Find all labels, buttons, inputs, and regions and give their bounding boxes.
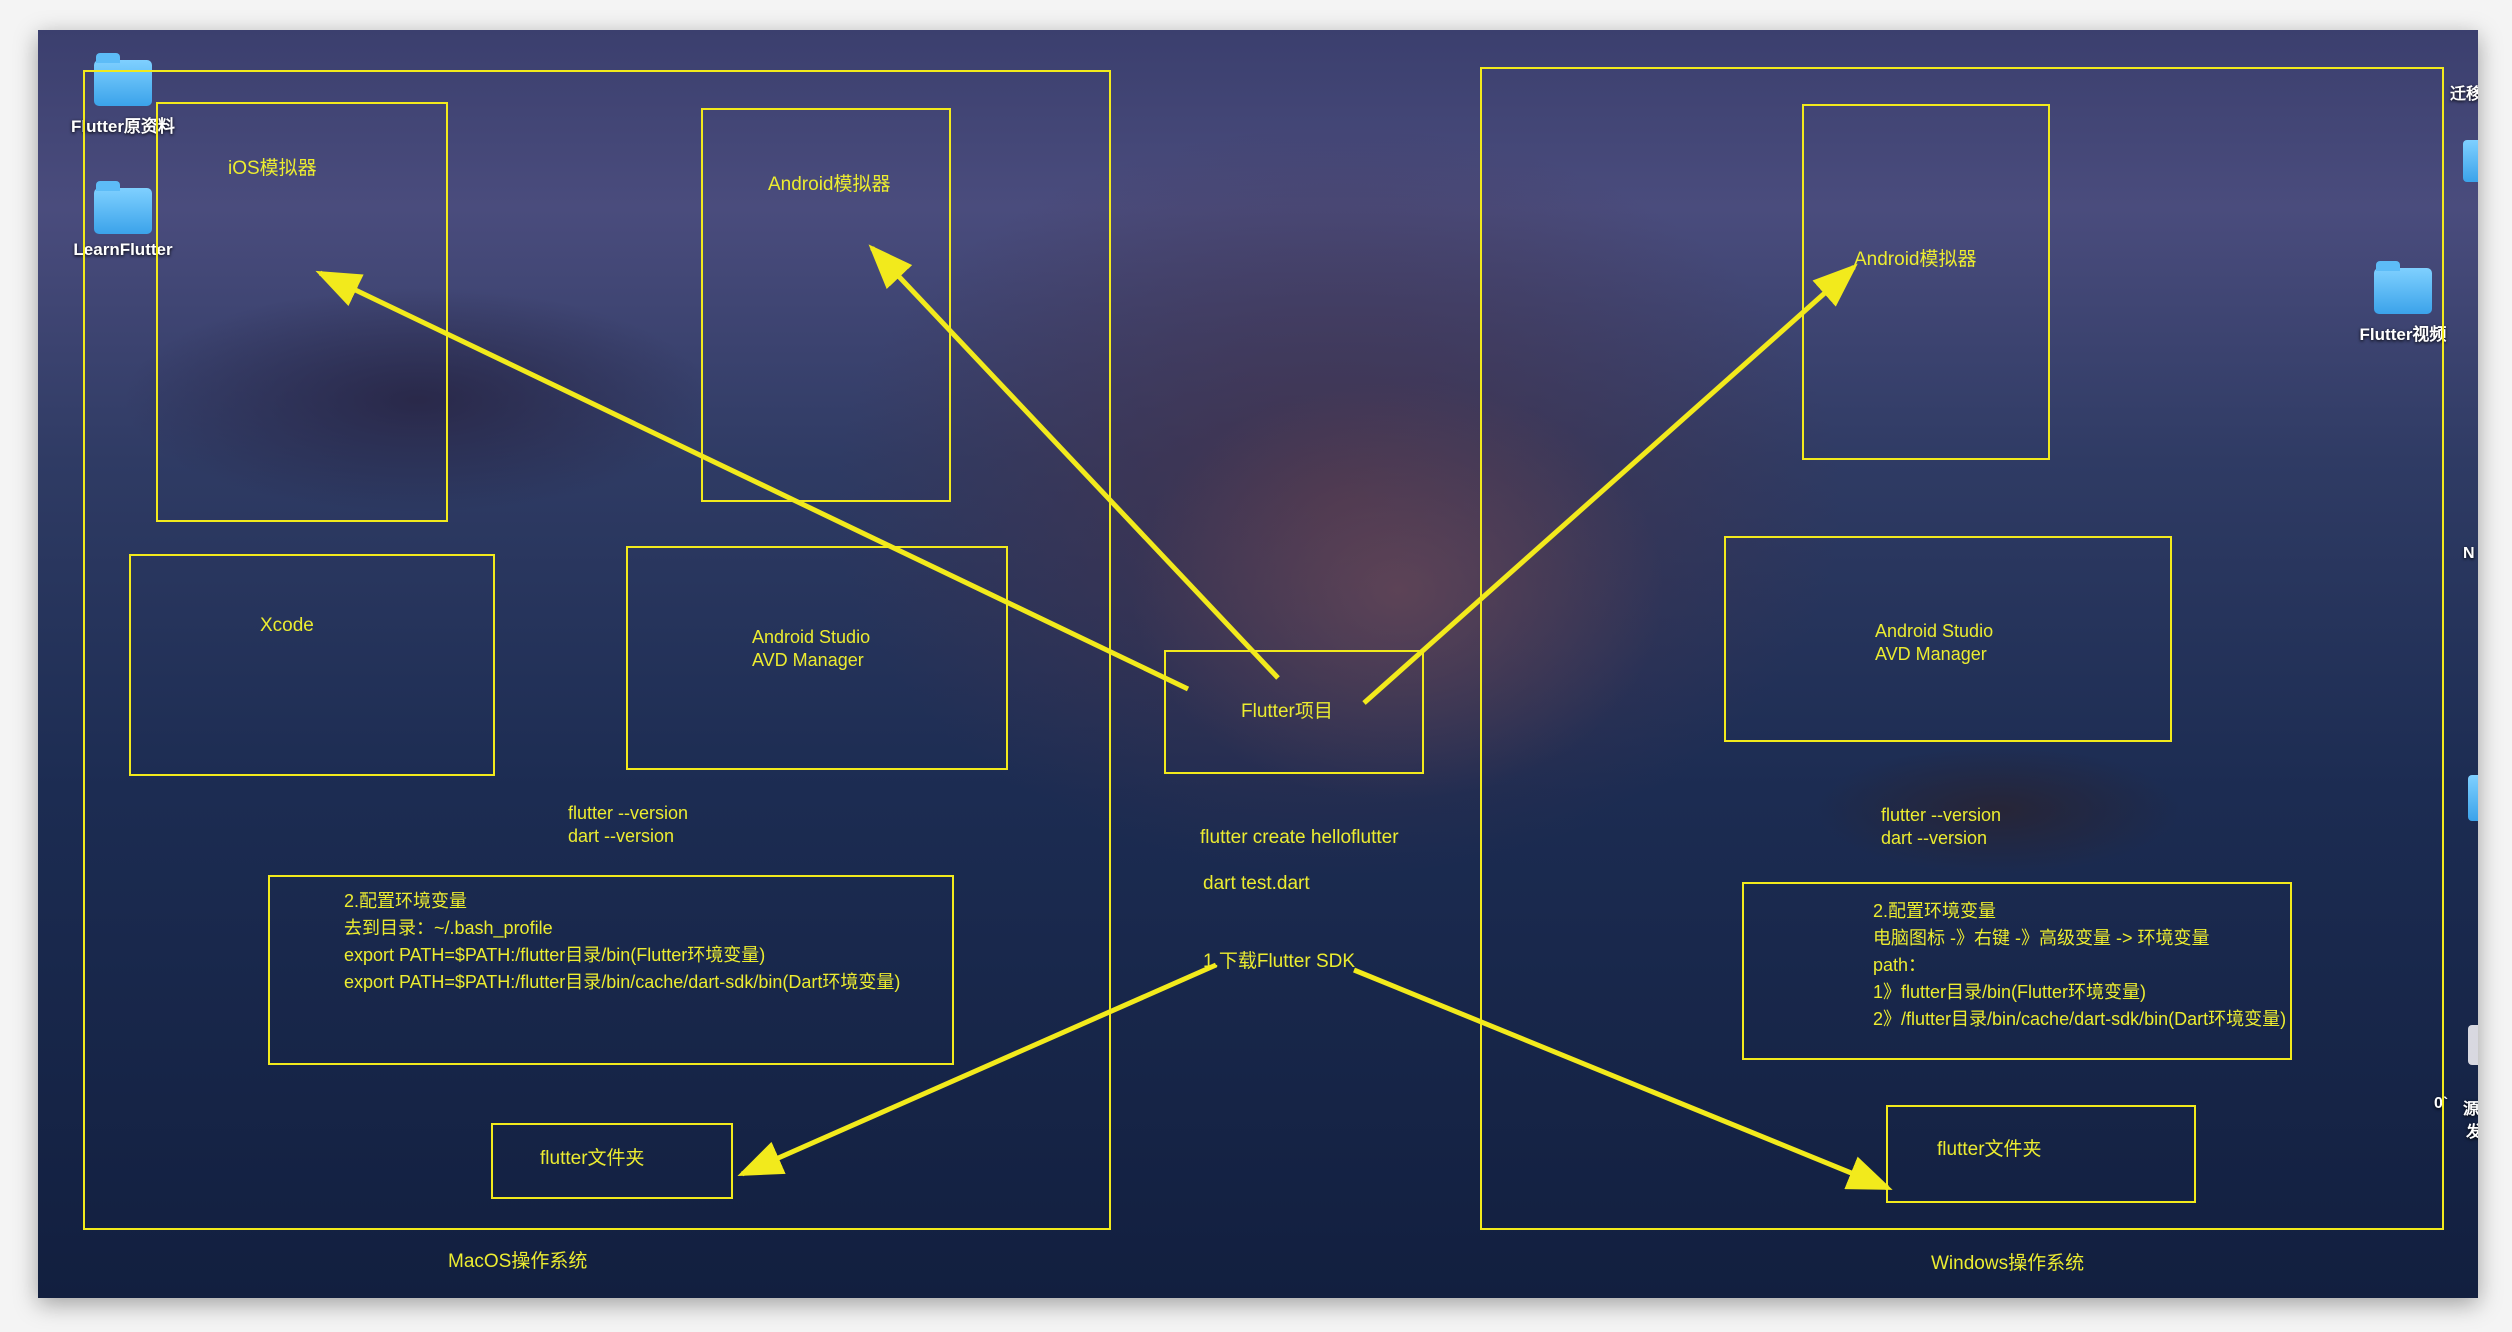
mac-android-studio-label: Android Studio AVD Manager	[752, 624, 870, 674]
desktop-screenshot: Flutter原资料 LearnFlutter Flutter视频 迁移 N 0…	[38, 30, 2478, 1298]
flutter-version-cmd: flutter --version	[568, 803, 689, 823]
desktop-folder-label: Flutter原资料	[71, 117, 175, 136]
env-config-line: 1》flutter目录/bin(Flutter环境变量)	[1873, 982, 2147, 1002]
win-android-emulator-label: Android模拟器	[1854, 249, 1977, 270]
desktop-edge-label: 0`	[2434, 1095, 2449, 1112]
desktop-folder-learnflutter[interactable]: LearnFlutter	[53, 181, 193, 260]
env-config-line: export PATH=$PATH:/flutter目录/bin/cache/d…	[344, 972, 901, 992]
desktop-edge-icon	[2468, 1025, 2478, 1065]
folder-icon	[94, 181, 152, 234]
env-config-title: 2.配置环境变量	[1873, 901, 1997, 921]
android-studio-line: Android Studio	[752, 627, 871, 647]
arrow-project-to-ios-simulator	[315, 270, 1190, 692]
mac-flutter-folder-box	[491, 1123, 733, 1199]
dart-version-cmd: dart --version	[568, 826, 675, 846]
avd-manager-line: AVD Manager	[1875, 644, 1987, 664]
desktop-edge-icon	[2468, 775, 2478, 821]
mac-android-emulator-label: Android模拟器	[768, 174, 891, 195]
mac-env-config-box	[268, 875, 954, 1065]
win-env-config-box	[1742, 882, 2292, 1060]
xcode-box	[129, 554, 495, 776]
folder-icon	[94, 53, 152, 106]
macos-title: MacOS操作系统	[448, 1251, 588, 1272]
env-config-line: path：	[1873, 955, 1927, 975]
win-android-emulator-box	[1802, 104, 2050, 460]
flutter-version-cmd: flutter --version	[1881, 805, 2002, 825]
win-android-studio-box	[1724, 536, 2172, 742]
win-version-commands: flutter --version dart --version	[1881, 802, 2001, 852]
win-flutter-folder-label: flutter文件夹	[1937, 1139, 2042, 1160]
dart-run-cmd: dart test.dart	[1203, 873, 1310, 894]
arrows-layer	[315, 244, 1893, 1191]
env-config-line: 2》/flutter目录/bin/cache/dart-sdk/bin(Dart…	[1873, 1009, 2287, 1029]
desktop-edge-label: N	[2463, 545, 2475, 562]
arrow-sdk-to-mac-flutter-folder	[737, 962, 1218, 1177]
ios-simulator-label: iOS模拟器	[228, 158, 317, 179]
win-flutter-folder-box	[1886, 1105, 2196, 1203]
env-config-line: 电脑图标 -》右键 -》高级变量 -> 环境变量	[1873, 928, 2210, 948]
arrow-project-to-mac-android-emulator	[868, 244, 1280, 680]
env-config-title: 2.配置环境变量	[344, 891, 468, 911]
desktop-folder-label: LearnFlutter	[73, 240, 173, 259]
mac-android-studio-box	[626, 546, 1008, 770]
download-sdk-label: 1.下载Flutter SDK	[1203, 951, 1356, 972]
android-studio-line: Android Studio	[1875, 621, 1994, 641]
dart-version-cmd: dart --version	[1881, 828, 1988, 848]
win-android-studio-label: Android Studio AVD Manager	[1875, 618, 1993, 668]
flutter-create-cmd: flutter create helloflutter	[1200, 827, 1399, 848]
folder-icon	[2374, 261, 2432, 314]
desktop-edge-label: 源	[2463, 1101, 2478, 1118]
desktop-edge-label: 发	[2466, 1124, 2478, 1141]
env-config-line: export PATH=$PATH:/flutter目录/bin(Flutter…	[344, 945, 766, 965]
win-env-config-text: 2.配置环境变量 电脑图标 -》右键 -》高级变量 -> 环境变量 path： …	[1873, 898, 2286, 1033]
desktop-folder-label: Flutter视频	[2359, 325, 2447, 344]
mac-android-emulator-box	[701, 108, 951, 502]
xcode-label: Xcode	[260, 615, 314, 636]
mac-env-config-text: 2.配置环境变量 去到目录：~/.bash_profile export PAT…	[344, 888, 900, 996]
ios-simulator-box	[156, 102, 448, 522]
desktop-edge-icon	[2463, 140, 2478, 182]
desktop-folder-flutter-videos[interactable]: Flutter视频	[2333, 261, 2473, 345]
mac-flutter-folder-label: flutter文件夹	[540, 1148, 645, 1169]
windows-title: Windows操作系统	[1931, 1253, 2085, 1274]
flutter-project-label: Flutter项目	[1241, 701, 1333, 722]
desktop-edge-label: 迁移	[2450, 86, 2478, 103]
flutter-project-box	[1164, 650, 1424, 774]
env-config-line: 去到目录：~/.bash_profile	[344, 918, 553, 938]
arrow-sdk-to-win-flutter-folder	[1353, 967, 1893, 1191]
windows-region-box	[1480, 67, 2444, 1230]
arrow-project-to-win-android-emulator	[1362, 263, 1858, 705]
desktop-folder-flutter-materials[interactable]: Flutter原资料	[53, 53, 193, 137]
avd-manager-line: AVD Manager	[752, 650, 864, 670]
mac-version-commands: flutter --version dart --version	[568, 800, 688, 850]
